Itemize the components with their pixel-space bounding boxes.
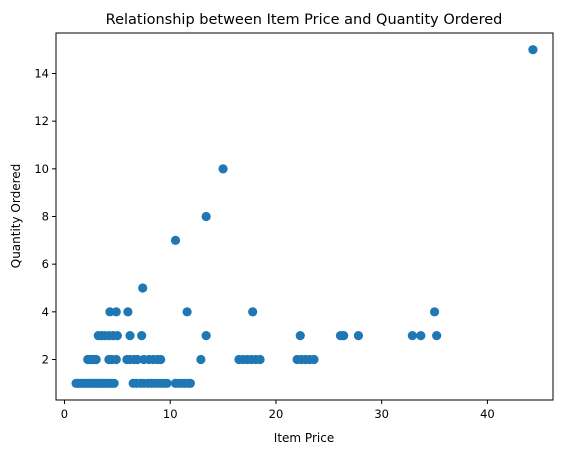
- x-tick-label: 0: [61, 407, 68, 421]
- data-point: [125, 331, 135, 341]
- data-points: [71, 45, 538, 388]
- data-point: [156, 354, 166, 365]
- x-tick-label: 40: [480, 407, 495, 421]
- data-point: [407, 331, 417, 341]
- y-tick-label: 12: [34, 114, 49, 128]
- data-point: [201, 211, 211, 222]
- chart-title: Relationship between Item Price and Quan…: [106, 12, 503, 28]
- y-axis-ticks: 2 4 6 8 10 12 14: [34, 67, 56, 366]
- data-point: [162, 378, 172, 388]
- data-point: [112, 331, 122, 341]
- y-tick-label: 6: [42, 257, 49, 271]
- x-tick-label: 30: [374, 407, 389, 421]
- data-point: [295, 331, 305, 341]
- data-point: [170, 235, 181, 245]
- x-tick-label: 20: [269, 407, 284, 421]
- y-tick-label: 14: [34, 67, 49, 81]
- x-tick-label: 10: [163, 407, 178, 421]
- data-point: [432, 331, 442, 341]
- data-point: [123, 307, 133, 317]
- data-point: [138, 283, 148, 293]
- data-point: [248, 307, 258, 317]
- y-tick-label: 4: [42, 305, 49, 319]
- data-point: [528, 45, 538, 55]
- plot-frame: [55, 32, 554, 401]
- data-point: [218, 164, 228, 174]
- data-point: [339, 331, 349, 341]
- data-point: [201, 331, 211, 341]
- y-tick-label: 8: [42, 210, 49, 224]
- data-point: [132, 354, 143, 365]
- data-point: [105, 307, 115, 317]
- data-point: [111, 354, 121, 365]
- data-point: [109, 378, 119, 388]
- data-point: [309, 354, 319, 365]
- data-point: [137, 331, 147, 341]
- y-tick-label: 2: [42, 352, 49, 366]
- data-point: [182, 307, 192, 317]
- data-point: [429, 307, 440, 317]
- data-point: [416, 331, 426, 341]
- data-point: [255, 354, 265, 365]
- x-axis-ticks: 0 10 20 30 40: [61, 400, 495, 421]
- data-point: [185, 378, 195, 388]
- y-tick-label: 10: [34, 162, 49, 176]
- data-point: [353, 331, 364, 341]
- x-axis-label: Item Price: [274, 431, 334, 445]
- data-point: [111, 307, 121, 317]
- data-point: [196, 354, 206, 365]
- data-point: [91, 354, 101, 365]
- y-axis-label: Quantity Ordered: [9, 164, 23, 269]
